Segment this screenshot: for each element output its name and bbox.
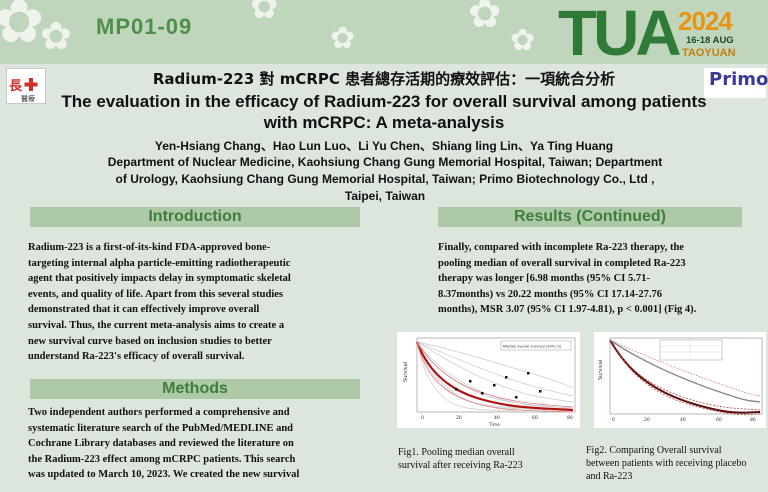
tua-logo-wordmark: TUA xyxy=(558,0,682,64)
primo-wordmark: Primo xyxy=(709,69,768,90)
caption-line: Fig2. Comparing Overall survival xyxy=(586,445,722,456)
text-line: targeting internal alpha particle-emitti… xyxy=(28,257,291,269)
text-line: demonstrated that it can effectively imp… xyxy=(28,304,260,316)
text-line: events, and quality of life. Apart from … xyxy=(28,288,284,300)
caption-line: between patients with receiving placebo xyxy=(586,458,747,469)
svg-text:醫療: 醫療 xyxy=(21,94,35,103)
text-line: agent that positively impacts delay in s… xyxy=(28,273,291,285)
figure-2-x-tick: 40 xyxy=(680,417,686,423)
text-line: systematic literature search of the PubM… xyxy=(28,422,294,434)
results-heading: Results (Continued) xyxy=(438,207,742,227)
cgmh-cross-icon: 長 醫療 xyxy=(9,78,38,103)
flower-decoration-icon: ✿ xyxy=(250,0,279,26)
text-line: pooling median of overall survival in co… xyxy=(438,257,686,269)
text-line: Radium-223 is a first-of-its-kind FDA-ap… xyxy=(28,242,271,253)
poster-id: MP01-09 xyxy=(96,14,193,39)
methods-heading: Methods xyxy=(30,379,360,399)
methods-body: Two independent authors performed a comp… xyxy=(28,405,299,483)
flower-decoration-icon: ✿ xyxy=(40,16,72,58)
figure-1-x-axis-label: Time xyxy=(488,422,500,428)
text-line: survival. Thus, the current meta-analysi… xyxy=(28,319,285,331)
figure-2-x-tick: 60 xyxy=(716,417,722,423)
tua-logo-year: 2024 xyxy=(678,6,733,36)
figure-1-survival-plot: Median overall survival (95% CI) Surviva… xyxy=(397,332,580,428)
caption-line: and Ra-223 xyxy=(586,471,633,482)
figure-1-inset-text: Median overall survival (95% CI) xyxy=(503,345,562,349)
figure-1-x-tick: 20 xyxy=(456,415,462,421)
primo-logo: Primo xyxy=(704,68,768,98)
flower-decoration-icon: ✿ xyxy=(510,24,536,57)
figure-2-x-tick: 0 xyxy=(612,417,615,423)
figure-2-graphic: Survival 0 20 40 60 80 xyxy=(598,337,763,423)
text-line: Finally, compared with incomplete Ra-223… xyxy=(438,242,684,253)
figure-1-caption: Fig1. Pooling median overall survival af… xyxy=(398,446,523,472)
figure-1-x-tick: 60 xyxy=(532,415,538,421)
figure-2-x-tick: 80 xyxy=(750,417,756,423)
text-line: Two independent authors performed a comp… xyxy=(28,407,290,418)
text-line: new survival curve based on inclusion st… xyxy=(28,335,272,347)
affiliation-line: Department of Nuclear Medicine, Kaohsiun… xyxy=(107,155,663,169)
flower-decoration-icon: ✿ xyxy=(330,22,356,55)
text-line: 8.37months) vs 20.22 months (95% CI 17.1… xyxy=(438,288,663,300)
figure-1-x-tick: 80 xyxy=(567,415,573,421)
title-chinese: Radium-223 對 mCRPC 患者總存活期的療效評估：一項統合分析 xyxy=(152,70,616,88)
flower-decoration-icon: ✿ xyxy=(468,0,502,36)
poster-header: ✿ ✿ ✿ ✿ ✿ ✿ MP01-09 TUA 2024 16-18 AUG T… xyxy=(0,0,768,64)
affiliation-line: of Urology, Kaohsiung Chang Gung Memoria… xyxy=(115,172,655,186)
title-english-line-2: with mCRPC: A meta-analysis xyxy=(263,113,505,132)
flower-decoration-icon: ✿ xyxy=(0,0,45,55)
caption-line: survival after receiving Ra-223 xyxy=(398,460,523,471)
tua-2024-logo: TUA 2024 16-18 AUG TAOYUAN xyxy=(558,0,768,64)
title-english-line-1: The evaluation in the efficacy of Radium… xyxy=(61,92,707,111)
tua-logo-text: TUA xyxy=(558,0,682,64)
results-body: Finally, compared with incomplete Ra-223… xyxy=(438,240,696,318)
tua-logo-dates: 16-18 AUG xyxy=(686,35,734,46)
text-line: understand Ra-223's efficacy of overall … xyxy=(28,351,245,363)
caption-line: Fig1. Pooling median overall xyxy=(398,447,515,458)
figure-2-y-axis-label: Survival xyxy=(598,360,604,380)
cgmh-logo: 長 醫療 xyxy=(6,68,46,104)
figure-1-y-axis-label: Survival xyxy=(403,362,409,382)
tua-logo-city: TAOYUAN xyxy=(682,47,736,59)
introduction-body: Radium-223 is a first-of-its-kind FDA-ap… xyxy=(28,240,291,365)
introduction-heading: Introduction xyxy=(30,207,360,227)
text-line: the Radium-223 effect among mCRPC patien… xyxy=(28,453,296,465)
figure-2-survival-plot: Survival 0 20 40 60 80 xyxy=(594,332,766,428)
figure-2-caption: Fig2. Comparing Overall survival between… xyxy=(586,444,747,483)
text-line: months), MSR 3.07 (95% CI 1.97-4.81), p … xyxy=(438,304,697,316)
figure-1-graphic: Median overall survival (95% CI) Surviva… xyxy=(403,337,576,428)
affiliation-line: Taipei, Taiwan xyxy=(344,189,426,203)
text-line: therapy was longer [6.98 months (95% CI … xyxy=(438,273,650,285)
text-line: Cochrane Library databases and reviewed … xyxy=(28,438,294,450)
figure-1-x-tick: 0 xyxy=(421,415,424,421)
text-line: was updated to March 10, 2023. We create… xyxy=(28,469,300,481)
figure-1-x-tick: 40 xyxy=(494,415,500,421)
svg-text:長: 長 xyxy=(9,79,23,94)
author-list: Yen-Hsiang Chang、Hao Lun Luo、Li Yu Chen、… xyxy=(154,139,614,153)
figure-2-x-tick: 20 xyxy=(644,417,650,423)
